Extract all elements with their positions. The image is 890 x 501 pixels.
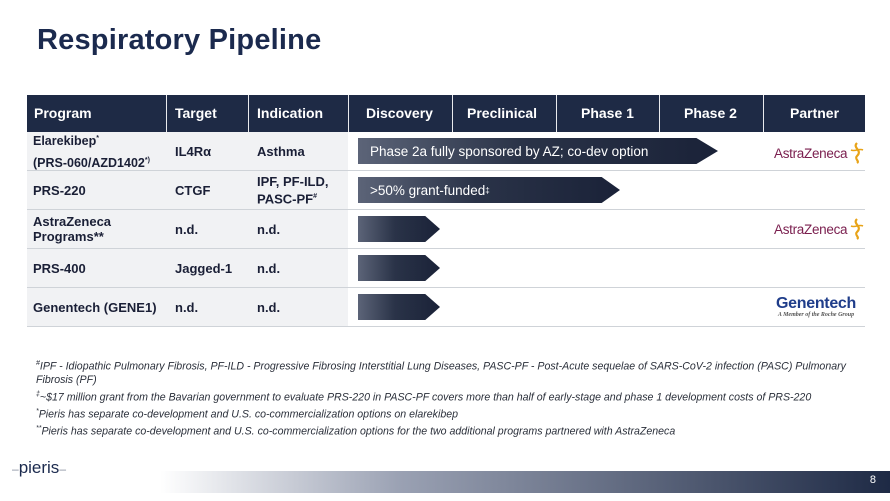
progress-arrow: Phase 2a fully sponsored by AZ; co-dev o…: [358, 138, 718, 164]
page-number: 8: [869, 474, 876, 486]
target-cell: Jagged-1: [175, 260, 233, 276]
header-phase2: Phase 2: [684, 105, 737, 121]
header-discovery: Discovery: [366, 105, 433, 121]
indication-cell: n.d.: [257, 221, 281, 237]
target-cell: n.d.: [175, 221, 199, 237]
program-cell: Elarekibep* (PRS-060/AZD1402*): [33, 134, 150, 171]
footnote: #IPF - Idiopathic Pulmonary Fibrosis, PF…: [36, 360, 846, 387]
header-preclinical: Preclinical: [467, 105, 538, 121]
footnote: ‡~$17 million grant from the Bavarian go…: [36, 390, 812, 404]
pipeline-table: Program Target Indication Discovery Prec…: [27, 95, 865, 327]
header-indication: Indication: [257, 105, 324, 121]
pieris-logo: –pieris–: [12, 458, 66, 477]
astrazeneca-logo: AstraZeneca: [774, 142, 866, 164]
astrazeneca-logo: AstraZeneca: [774, 218, 866, 240]
progress-arrow: [358, 216, 440, 242]
table-row: Genentech (GENE1) n.d. n.d. Genentech A …: [27, 288, 865, 327]
program-cell: AstraZeneca Programs**: [33, 214, 112, 244]
table-row: PRS-400 Jagged-1 n.d.: [27, 249, 865, 288]
indication-cell: Asthma: [257, 143, 305, 159]
footnote: **Pieris has separate co-development and…: [36, 424, 676, 438]
header-partner: Partner: [790, 105, 840, 121]
table-row: AstraZeneca Programs** n.d. n.d. AstraZe…: [27, 210, 865, 249]
header-program: Program: [34, 105, 92, 121]
astrazeneca-symbol-icon: [850, 142, 864, 164]
header-target: Target: [175, 105, 217, 121]
table-header: Program Target Indication Discovery Prec…: [27, 95, 865, 132]
progress-arrow: >50% grant-funded ‡: [358, 177, 620, 203]
header-phase1: Phase 1: [581, 105, 634, 121]
progress-arrow: [358, 294, 440, 320]
progress-arrow: [358, 255, 440, 281]
footer-bar: [0, 471, 890, 493]
footnote: *Pieris has separate co-development and …: [36, 407, 458, 421]
indication-cell: n.d.: [257, 260, 281, 276]
indication-cell: IPF, PF-ILD, PASC-PF#: [257, 173, 329, 207]
footnotes: #IPF - Idiopathic Pulmonary Fibrosis, PF…: [36, 357, 866, 439]
table-row: PRS-220 CTGF IPF, PF-ILD, PASC-PF# >50% …: [27, 171, 865, 210]
table-row: Elarekibep* (PRS-060/AZD1402*) IL4Rα Ast…: [27, 132, 865, 171]
target-cell: CTGF: [175, 182, 211, 198]
indication-cell: n.d.: [257, 299, 281, 315]
genentech-logo: Genentech A Member of the Roche Group: [776, 295, 856, 318]
program-cell: Genentech (GENE1): [33, 299, 157, 315]
program-cell: PRS-220: [33, 182, 86, 198]
target-cell: n.d.: [175, 299, 199, 315]
page-title: Respiratory Pipeline: [37, 24, 322, 56]
program-cell: PRS-400: [33, 260, 86, 276]
astrazeneca-symbol-icon: [850, 218, 864, 240]
target-cell: IL4Rα: [175, 143, 212, 159]
